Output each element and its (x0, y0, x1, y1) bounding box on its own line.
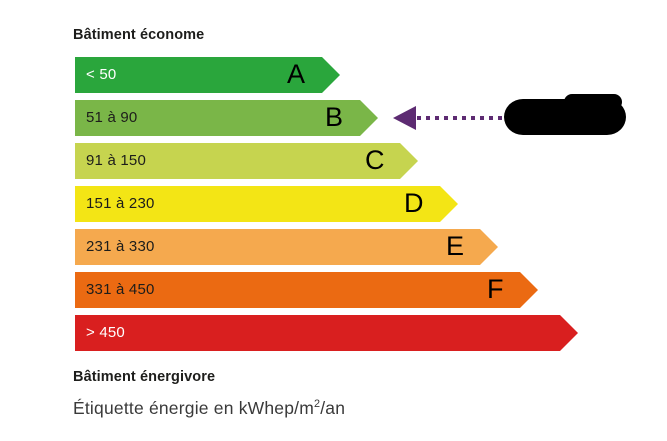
bar-class-letter: E (446, 231, 465, 261)
caption-energy-intensive-building: Bâtiment énergivore (73, 369, 216, 385)
energy-class-bar-a: < 50 A (75, 57, 340, 93)
legend-unit-exponent: 2 (314, 398, 321, 411)
bar-shape (75, 143, 418, 179)
energy-class-bar-d: 151 à 230 D (75, 186, 458, 222)
bar-range-label: 51 à 90 (86, 109, 138, 126)
bar-shape (75, 229, 498, 265)
bar-shape (75, 100, 378, 136)
bar-range-label: 151 à 230 (86, 195, 155, 212)
energy-class-bar-e: 231 à 330 E (75, 229, 498, 265)
energy-class-bar-b: 51 à 90 B (75, 100, 378, 136)
bar-range-label: 91 à 150 (86, 152, 146, 169)
bar-range-label: 331 à 450 (86, 281, 155, 298)
bar-class-letter: C (365, 145, 385, 175)
bar-range-label: > 450 (86, 324, 125, 341)
bar-class-letter: B (325, 102, 344, 132)
bar-shape (75, 57, 340, 93)
bar-shape (75, 186, 458, 222)
bar-class-letter: A (287, 59, 306, 89)
energy-class-bar-c: 91 à 150 C (75, 143, 418, 179)
legend-unit-prefix: Étiquette énergie en kWhep/m (73, 398, 315, 418)
energy-class-scale: < 50 A 51 à 90 B 91 à 150 C 151 à 230 D 231 à 33… (75, 57, 595, 349)
bar-class-letter: D (404, 188, 424, 218)
energy-class-bar-g: > 450 (75, 315, 578, 351)
legend-unit-suffix: /an (320, 398, 346, 418)
bar-shape (75, 315, 578, 351)
legend-energy-unit: Étiquette énergie en kWhep/m2/an (73, 398, 345, 419)
caption-efficient-building: Bâtiment économe (73, 27, 205, 43)
bar-shape (75, 272, 538, 308)
bar-class-letter: F (487, 274, 504, 304)
bar-range-label: 231 à 330 (86, 238, 155, 255)
bar-range-label: < 50 (86, 66, 117, 83)
energy-class-bar-f: 331 à 450 F (75, 272, 538, 308)
